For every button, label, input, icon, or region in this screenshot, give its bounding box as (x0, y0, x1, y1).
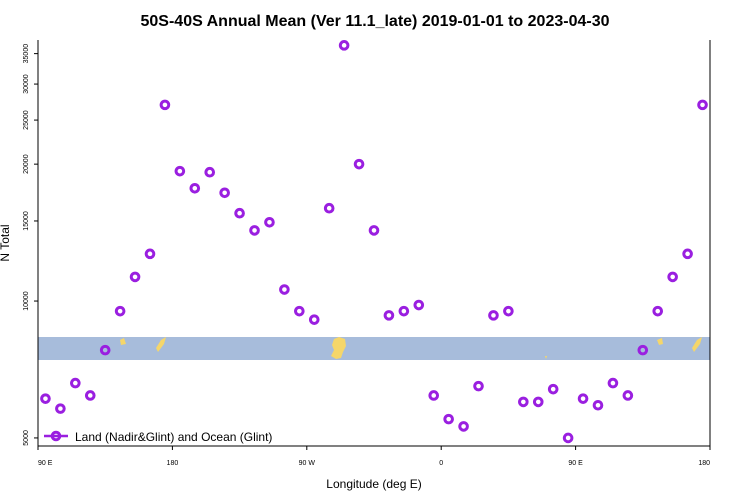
x-tick-label: 180 (698, 460, 710, 467)
data-point (189, 182, 201, 194)
data-point (279, 284, 290, 295)
data-point (503, 305, 514, 317)
data-point (398, 305, 410, 317)
data-point (637, 344, 649, 356)
data-point (577, 393, 589, 404)
data-point (518, 396, 529, 408)
data-point (70, 377, 81, 389)
data-point (40, 393, 51, 404)
data-point (368, 225, 380, 236)
data-point (562, 432, 574, 444)
axes (37, 40, 711, 447)
data-point (413, 299, 425, 311)
data-point (488, 310, 499, 321)
chart-title: 50S-40S Annual Mean (Ver 11.1_late) 2019… (141, 13, 610, 30)
y-tick-label: 30000 (23, 74, 30, 94)
x-tick-label: 90 E (38, 460, 53, 467)
data-point (428, 390, 440, 401)
data-point (667, 271, 678, 283)
map-band (38, 337, 710, 360)
data-point (99, 344, 111, 356)
x-axis-title: Longitude (deg E) (326, 477, 421, 491)
data-point (114, 305, 126, 317)
x-axis-ticks: 90 E 180 90 W 0 90 E 180 (37, 446, 711, 467)
data-point (264, 216, 275, 228)
data-point (323, 202, 335, 214)
data-point (547, 383, 559, 395)
legend-swatch-marker (50, 430, 62, 442)
data-point (607, 377, 619, 389)
data-point (338, 40, 350, 51)
legend: Land (Nadir&Glint) and Ocean (Glint) (44, 430, 272, 444)
data-point (219, 187, 230, 199)
x-tick-label: 180 (167, 460, 179, 467)
y-tick-label: 35000 (23, 44, 30, 64)
data-point (174, 165, 186, 177)
data-point (443, 413, 454, 425)
data-point (249, 225, 260, 236)
data-point (159, 99, 171, 111)
data-point (383, 310, 395, 321)
data-point (353, 158, 365, 170)
map-band-ocean (38, 337, 710, 360)
legend-label: Land (Nadir&Glint) and Ocean (Glint) (75, 430, 272, 444)
x-tick-label: 90 E (568, 460, 583, 467)
data-point (234, 207, 245, 219)
y-tick-label: 25000 (23, 110, 30, 130)
data-point (652, 305, 664, 317)
data-point (308, 314, 320, 325)
data-point (682, 248, 693, 260)
y-tick-label: 5000 (23, 430, 30, 446)
y-axis-ticks: 5000 10000 15000 20000 25000 30000 35000 (23, 44, 38, 446)
data-point (592, 399, 604, 411)
data-point (55, 403, 66, 414)
data-point (622, 390, 634, 401)
y-tick-label: 10000 (23, 291, 30, 311)
data-point (458, 421, 469, 432)
map-band-land (120, 337, 702, 359)
data-point (697, 99, 708, 111)
data-point (294, 305, 305, 317)
x-tick-label: 90 W (299, 460, 316, 467)
data-point (532, 396, 544, 408)
data-point (204, 166, 216, 178)
y-tick-label: 15000 (23, 211, 30, 231)
x-tick-label: 0 (439, 460, 443, 467)
y-tick-label: 20000 (23, 154, 30, 174)
data-points (40, 40, 708, 444)
data-point (144, 248, 156, 260)
y-axis-title: N Total (0, 224, 12, 261)
data-point (84, 390, 96, 401)
data-point (473, 380, 484, 392)
data-point (129, 271, 141, 283)
